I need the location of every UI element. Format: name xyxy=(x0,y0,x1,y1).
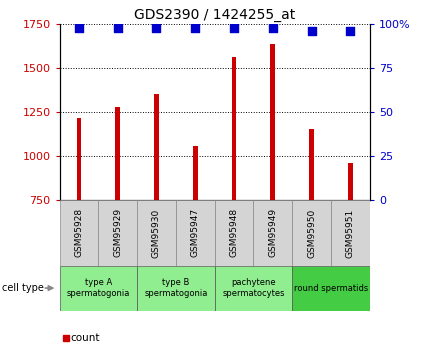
Bar xyxy=(137,200,176,266)
Bar xyxy=(60,266,137,311)
Bar xyxy=(215,200,253,266)
Text: GSM95947: GSM95947 xyxy=(191,208,200,257)
Bar xyxy=(270,43,275,200)
Point xyxy=(269,25,276,30)
Text: round spermatids: round spermatids xyxy=(294,284,368,293)
Bar xyxy=(309,129,314,200)
Bar xyxy=(215,266,292,311)
Bar xyxy=(292,200,331,266)
Text: pachytene
spermatocytes: pachytene spermatocytes xyxy=(222,278,285,298)
Point xyxy=(231,25,238,30)
Point xyxy=(347,28,354,34)
Bar xyxy=(176,200,215,266)
Bar xyxy=(137,266,215,311)
Text: cell type: cell type xyxy=(2,283,44,293)
Bar xyxy=(76,118,81,200)
Bar xyxy=(154,93,159,200)
Bar xyxy=(292,266,370,311)
Point xyxy=(153,25,160,30)
Text: GSM95929: GSM95929 xyxy=(113,208,122,257)
Text: type A
spermatogonia: type A spermatogonia xyxy=(67,278,130,298)
Text: GSM95928: GSM95928 xyxy=(74,208,83,257)
Point xyxy=(114,25,121,30)
Text: GSM95951: GSM95951 xyxy=(346,208,355,257)
Text: GSM95948: GSM95948 xyxy=(230,208,238,257)
Title: GDS2390 / 1424255_at: GDS2390 / 1424255_at xyxy=(134,8,295,22)
Point xyxy=(192,25,198,30)
Text: GSM95949: GSM95949 xyxy=(268,208,277,257)
Bar xyxy=(98,200,137,266)
Bar xyxy=(115,107,120,200)
Point xyxy=(308,28,315,34)
Text: GSM95930: GSM95930 xyxy=(152,208,161,257)
Bar xyxy=(253,200,292,266)
Bar xyxy=(348,163,353,200)
Bar xyxy=(193,146,198,200)
Bar xyxy=(60,200,98,266)
Bar xyxy=(232,57,236,200)
Text: GSM95950: GSM95950 xyxy=(307,208,316,257)
Text: count: count xyxy=(70,333,99,343)
Point xyxy=(76,25,82,30)
Text: type B
spermatogonia: type B spermatogonia xyxy=(144,278,207,298)
Bar xyxy=(331,200,370,266)
